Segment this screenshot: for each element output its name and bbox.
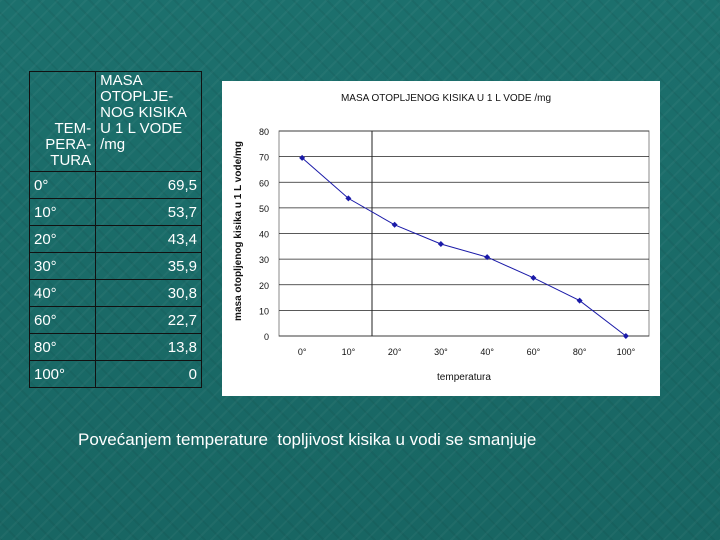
temp-cell: 10° xyxy=(28,198,97,226)
table-row: 20° 43,4 xyxy=(28,225,202,253)
y-tick-label: 0 xyxy=(264,332,269,342)
data-point xyxy=(484,254,491,261)
mass-cell: 22,7 xyxy=(95,306,202,334)
x-tick-label: 30° xyxy=(434,347,448,357)
y-tick-label: 30 xyxy=(259,255,269,265)
y-tick-label: 40 xyxy=(259,230,269,240)
data-point xyxy=(391,221,398,228)
line-chart: MASA OTOPLJENOG KISIKA U 1 L VODE /mg ma… xyxy=(222,81,660,396)
x-tick-label: 60° xyxy=(527,347,541,357)
table-row: 100° 0 xyxy=(28,360,202,388)
temp-cell: 60° xyxy=(28,306,97,334)
temp-cell: 0° xyxy=(28,171,97,199)
data-point xyxy=(530,274,537,281)
mass-cell: 43,4 xyxy=(95,225,202,253)
y-tick-label: 50 xyxy=(259,204,269,214)
temp-cell: 80° xyxy=(28,333,97,361)
table-row: 80° 13,8 xyxy=(28,333,202,361)
x-axis-label: temperatura xyxy=(437,372,491,383)
chart-svg: MASA OTOPLJENOG KISIKA U 1 L VODE /mg ma… xyxy=(233,93,650,383)
temp-cell: 30° xyxy=(28,252,97,280)
y-tick-label: 80 xyxy=(259,127,269,137)
mass-cell: 53,7 xyxy=(95,198,202,226)
data-point xyxy=(299,154,306,161)
data-point xyxy=(345,195,352,202)
mass-cell: 35,9 xyxy=(95,252,202,280)
y-tick-label: 10 xyxy=(259,306,269,316)
table-row: 40° 30,8 xyxy=(28,279,202,307)
x-tick-label: 20° xyxy=(388,347,402,357)
y-tick-label: 20 xyxy=(259,281,269,291)
x-tick-label: 10° xyxy=(342,347,356,357)
x-tick-label: 80° xyxy=(573,347,587,357)
mass-cell: 30,8 xyxy=(95,279,202,307)
data-point xyxy=(622,333,629,339)
table-row: 30° 35,9 xyxy=(28,252,202,280)
header-temperature-text: TEM- PERA- TURA xyxy=(45,120,92,169)
chart-title: MASA OTOPLJENOG KISIKA U 1 L VODE /mg xyxy=(341,93,551,104)
series-line xyxy=(301,157,627,337)
x-tick-label: 100° xyxy=(617,347,636,357)
header-mass-text: MASA OTOPLJE- NOG KISIKA U 1 L VODE /mg xyxy=(100,72,187,153)
table-header-row: TEM- PERA- TURA MASA OTOPLJE- NOG KISIKA… xyxy=(28,71,202,172)
y-axis-label: masa otopljenog kisika u 1 L vode/mg xyxy=(233,141,244,321)
table-row: 0° 69,5 xyxy=(28,171,202,199)
y-tick-label: 60 xyxy=(259,178,269,188)
x-tick-label: 40° xyxy=(480,347,494,357)
table-row: 60° 22,7 xyxy=(28,306,202,334)
data-point xyxy=(576,297,583,304)
temp-cell: 100° xyxy=(28,360,97,388)
header-temperature: TEM- PERA- TURA xyxy=(28,71,97,172)
data-table: TEM- PERA- TURA MASA OTOPLJE- NOG KISIKA… xyxy=(28,71,202,388)
mass-cell: 13,8 xyxy=(95,333,202,361)
temp-cell: 40° xyxy=(28,279,97,307)
table-row: 10° 53,7 xyxy=(28,198,202,226)
caption-text: Povećanjem temperature topljivost kisika… xyxy=(78,430,537,449)
data-point xyxy=(437,241,444,248)
mass-cell: 0 xyxy=(95,360,202,388)
mass-cell: 69,5 xyxy=(95,171,202,199)
plot-area: 0 10 20 30 40 50 60 70 80 0° 10° 20° 30° 40° 60° 80° 100… xyxy=(259,127,650,357)
header-mass: MASA OTOPLJE- NOG KISIKA U 1 L VODE /mg xyxy=(95,71,202,172)
temp-cell: 20° xyxy=(28,225,97,253)
y-tick-label: 70 xyxy=(259,153,269,163)
x-tick-label: 0° xyxy=(298,347,307,357)
